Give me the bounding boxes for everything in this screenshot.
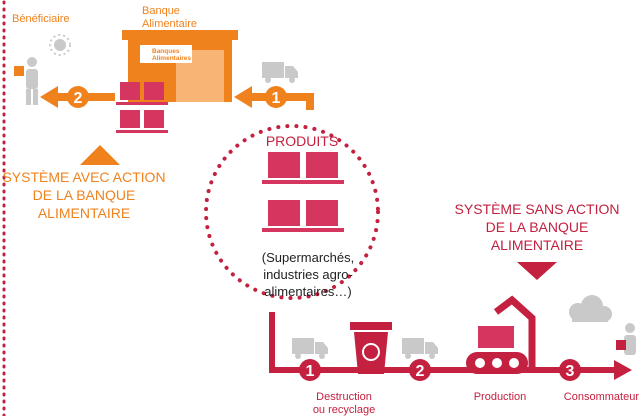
system-title: ALIMENTAIRE: [491, 237, 583, 253]
beneficiary-label: Bénéficiaire: [12, 13, 69, 25]
person-icon: [616, 323, 636, 355]
person-icon: [14, 57, 38, 105]
logo-text: Alimentaires: [152, 55, 191, 62]
step-label: Destruction: [316, 391, 372, 403]
triangle: [517, 262, 557, 280]
step-number: 1: [306, 363, 315, 380]
step-label: Production: [474, 391, 527, 403]
system-title: SYSTÈME AVEC ACTION: [2, 169, 165, 185]
step-number: 1: [272, 90, 281, 107]
sun-icon: [50, 35, 70, 55]
logo-text: Banques: [152, 48, 180, 55]
system-title: DE LA BANQUE: [486, 219, 589, 235]
step-label: ou recyclage: [313, 404, 375, 416]
robot-icon: [466, 300, 532, 374]
triangle: [80, 145, 120, 165]
sources-text: industries agro-: [263, 267, 353, 282]
shelf-boxes: [262, 152, 344, 232]
bank-label: Alimentaire: [142, 18, 197, 30]
system-title: ALIMENTAIRE: [38, 205, 130, 221]
step-number: 2: [416, 363, 425, 380]
sources-text: alimentaires…): [264, 284, 351, 299]
step-number: 2: [74, 90, 83, 107]
step-number: 3: [566, 363, 575, 380]
truck-icon: [402, 338, 438, 359]
arrow-head: [614, 360, 632, 380]
trash-icon: [350, 322, 392, 374]
step-label: Consommateur: [564, 391, 640, 403]
diagram: Bénéficiaire Banque Alimentaire Banques …: [0, 0, 640, 416]
cloud-icon: [569, 295, 612, 322]
products-title: PRODUITS: [266, 133, 338, 149]
truck-icon: [292, 338, 328, 359]
system-title: DE LA BANQUE: [33, 187, 136, 203]
truck-icon: [262, 62, 298, 83]
sources-text: (Supermarchés,: [262, 250, 354, 265]
bank-label: Banque: [142, 5, 180, 17]
system-title: SYSTÈME SANS ACTION: [455, 201, 620, 217]
